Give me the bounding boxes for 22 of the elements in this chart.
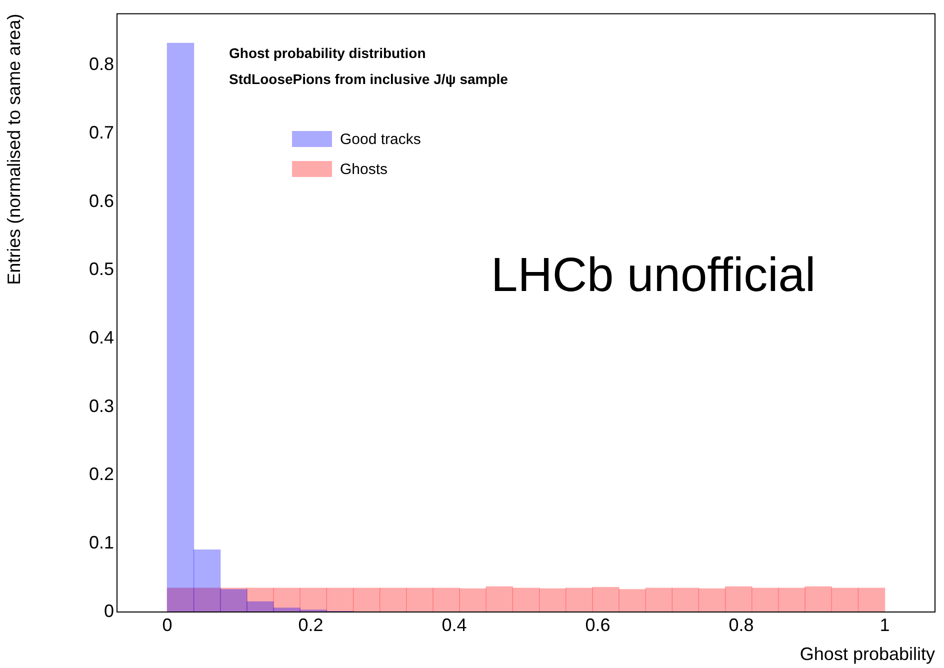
legend-label: Ghosts bbox=[340, 160, 388, 178]
x-tick-label: 1 bbox=[880, 614, 890, 635]
x-tick-label: 0.6 bbox=[585, 614, 610, 635]
y-tick-label: 0.8 bbox=[88, 54, 114, 74]
y-tick-label: 0.1 bbox=[88, 532, 114, 553]
x-tick-label: 0.8 bbox=[728, 614, 754, 635]
x-tick-label: 0.4 bbox=[442, 614, 467, 635]
y-tick-label: 0.4 bbox=[88, 328, 114, 348]
legend-label: Good tracks bbox=[340, 130, 421, 148]
annotation: LHCb unofficial bbox=[491, 249, 816, 302]
x-axis-title: Ghost probability bbox=[800, 644, 935, 664]
y-tick-label: 0.2 bbox=[88, 464, 114, 484]
y-tick-label: 0 bbox=[104, 600, 114, 621]
text: StdLoosePions from inclusive J/ψ sample bbox=[229, 70, 508, 87]
y-tick-label: 0.3 bbox=[88, 396, 114, 416]
y-tick-label: 0.7 bbox=[88, 122, 114, 142]
x-tick-label: 0 bbox=[162, 614, 172, 635]
x-tick-label: 0.2 bbox=[298, 614, 324, 635]
text: Ghost probability distribution bbox=[229, 44, 426, 61]
y-tick-label: 0.6 bbox=[88, 190, 114, 211]
y-tick-label: 0.5 bbox=[88, 259, 114, 280]
y-axis-title: Entries (normalised to same area) bbox=[4, 14, 24, 285]
